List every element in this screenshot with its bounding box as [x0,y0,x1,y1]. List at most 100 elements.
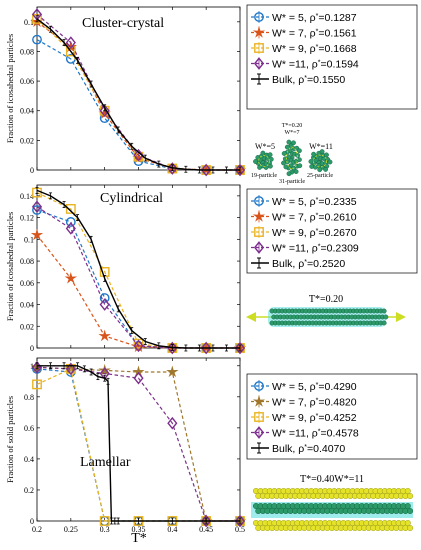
series [31,200,246,355]
particle [291,140,296,146]
y-tick-label: 0.02 [20,322,34,331]
particle [319,149,325,155]
particle [296,148,302,154]
particle [317,167,323,173]
legend-label: Bulk, ρ*=0.2520 [272,258,345,270]
legend-label: W* = 7, ρ*=0.2610 [272,212,357,224]
data-point [133,148,144,162]
y-axis-label: Fraction of solid particles [5,396,15,483]
bulk-line [37,365,240,522]
y-tick-label: 0.14 [20,192,34,201]
y-tick-label: 0 [30,517,34,526]
particle [283,164,289,170]
legend-label: W* = 9, ρ*=0.1668 [272,43,357,55]
legend-label: Bulk, ρ*=0.4070 [272,443,345,455]
data-point [99,104,110,118]
inset-cluster: T*=0.20W*=7 W*=5 W*=11 19-particle31-partic… [251,123,333,185]
plot-area [36,184,241,349]
legend-label: Bulk, ρ*=0.1550 [272,74,345,86]
legend-cylindrical: W* = 5, ρ*=0.2335 W* = 7, ρ*=0.2610 W* = 9… [246,188,418,274]
y-tick-label: 0.08 [20,47,34,56]
data-point [64,272,78,284]
particle [324,152,329,158]
legend-box [246,188,418,274]
data-point [98,363,111,376]
y-tick-label: 1 [30,362,34,371]
y-tick-label: 0.1 [24,18,34,27]
inset-caption: 19-particle [251,173,277,179]
y-tick-label: 0.12 [20,214,34,223]
data-point [166,365,179,378]
inset-caption: 25-particle [307,173,333,179]
series-line [36,206,240,349]
x-tick-label: 0.4 [167,525,177,534]
panel-lamellar: 00.20.40.60.810.2 0.25 0.3 0.35 0.4 0.45 0.5Fr… [5,357,247,534]
particle [381,320,387,326]
data-point [30,228,44,241]
inset-lamellar: T*=0.40W*=11 [251,474,414,532]
series-bulk [35,187,242,352]
y-tick-label: 0.6 [24,424,34,433]
particle [286,171,292,177]
y-tick-label: 0.08 [20,257,34,266]
x-tick-label: 0.5 [235,525,245,534]
particle [404,503,411,510]
legend-box [246,4,418,110]
arrow-head-left [246,312,256,322]
bulk-line [36,18,240,171]
particle [323,166,328,172]
inset-label: W*=5 [255,142,275,151]
legend-label: W* = 5, ρ*=0.4290 [272,381,357,393]
bond-network [286,146,298,170]
legend-label: W* = 9, ρ*=0.2670 [272,227,357,239]
x-axis-label: T* [131,531,147,546]
bulk-line [36,189,240,349]
series-line [36,192,240,349]
data-point [65,204,76,214]
panel-cylindrical: 0 0.02 0.04 0.06 0.08 0.1 0.12 0.14 Fraction of … [5,184,247,355]
data-point [65,222,76,235]
data-point [65,362,76,376]
legend-label: W* =11, ρ*=0.4578 [272,428,359,440]
data-point [99,293,110,303]
x-tick-label: 0.3 [100,525,110,534]
particle [295,152,301,158]
particle [284,144,290,150]
inset-label: T*=0.20 [309,294,343,305]
particle [293,169,299,175]
y-tick-label: 0 [30,166,34,175]
arrow-head-right [396,312,406,322]
particle [257,164,262,170]
panel-cluster-crystal: 0 0.02 0.04 0.06 0.08 0.1 Fraction of icosahed… [5,6,247,177]
panel-title: Lamellar [80,455,131,470]
y-axis-label: Fraction of icosahedral particles [5,212,15,321]
particle [267,152,273,158]
data-point [133,338,144,349]
y-tick-label: 0 [30,344,34,353]
legend-box [246,373,418,460]
data-point [201,163,212,177]
legend-lamellar: W* = 5, ρ*=0.4290 W* = 7, ρ*=0.4820 W* = 9… [246,373,418,460]
series-bulk [35,15,242,174]
legend-label: W* = 5, ρ*=0.1287 [272,12,357,24]
series [31,361,246,528]
legend-label: W* = 7, ρ*=0.4820 [272,397,357,409]
particle [381,308,387,314]
panel-title: Cylindrical [100,191,163,206]
particle [263,165,269,170]
particle [267,163,273,169]
x-tick-label: 0.45 [199,525,213,534]
inset-label: W*=7 [284,130,299,136]
particle [311,151,316,157]
data-point [32,34,42,45]
y-tick-label: 0.1 [24,235,34,244]
particle [253,159,258,164]
particle [407,508,414,515]
data-point [31,200,43,214]
particle [407,493,414,500]
y-tick-label: 0.8 [24,393,34,402]
particle [268,156,274,162]
data-point [99,298,110,311]
particle [281,151,287,156]
